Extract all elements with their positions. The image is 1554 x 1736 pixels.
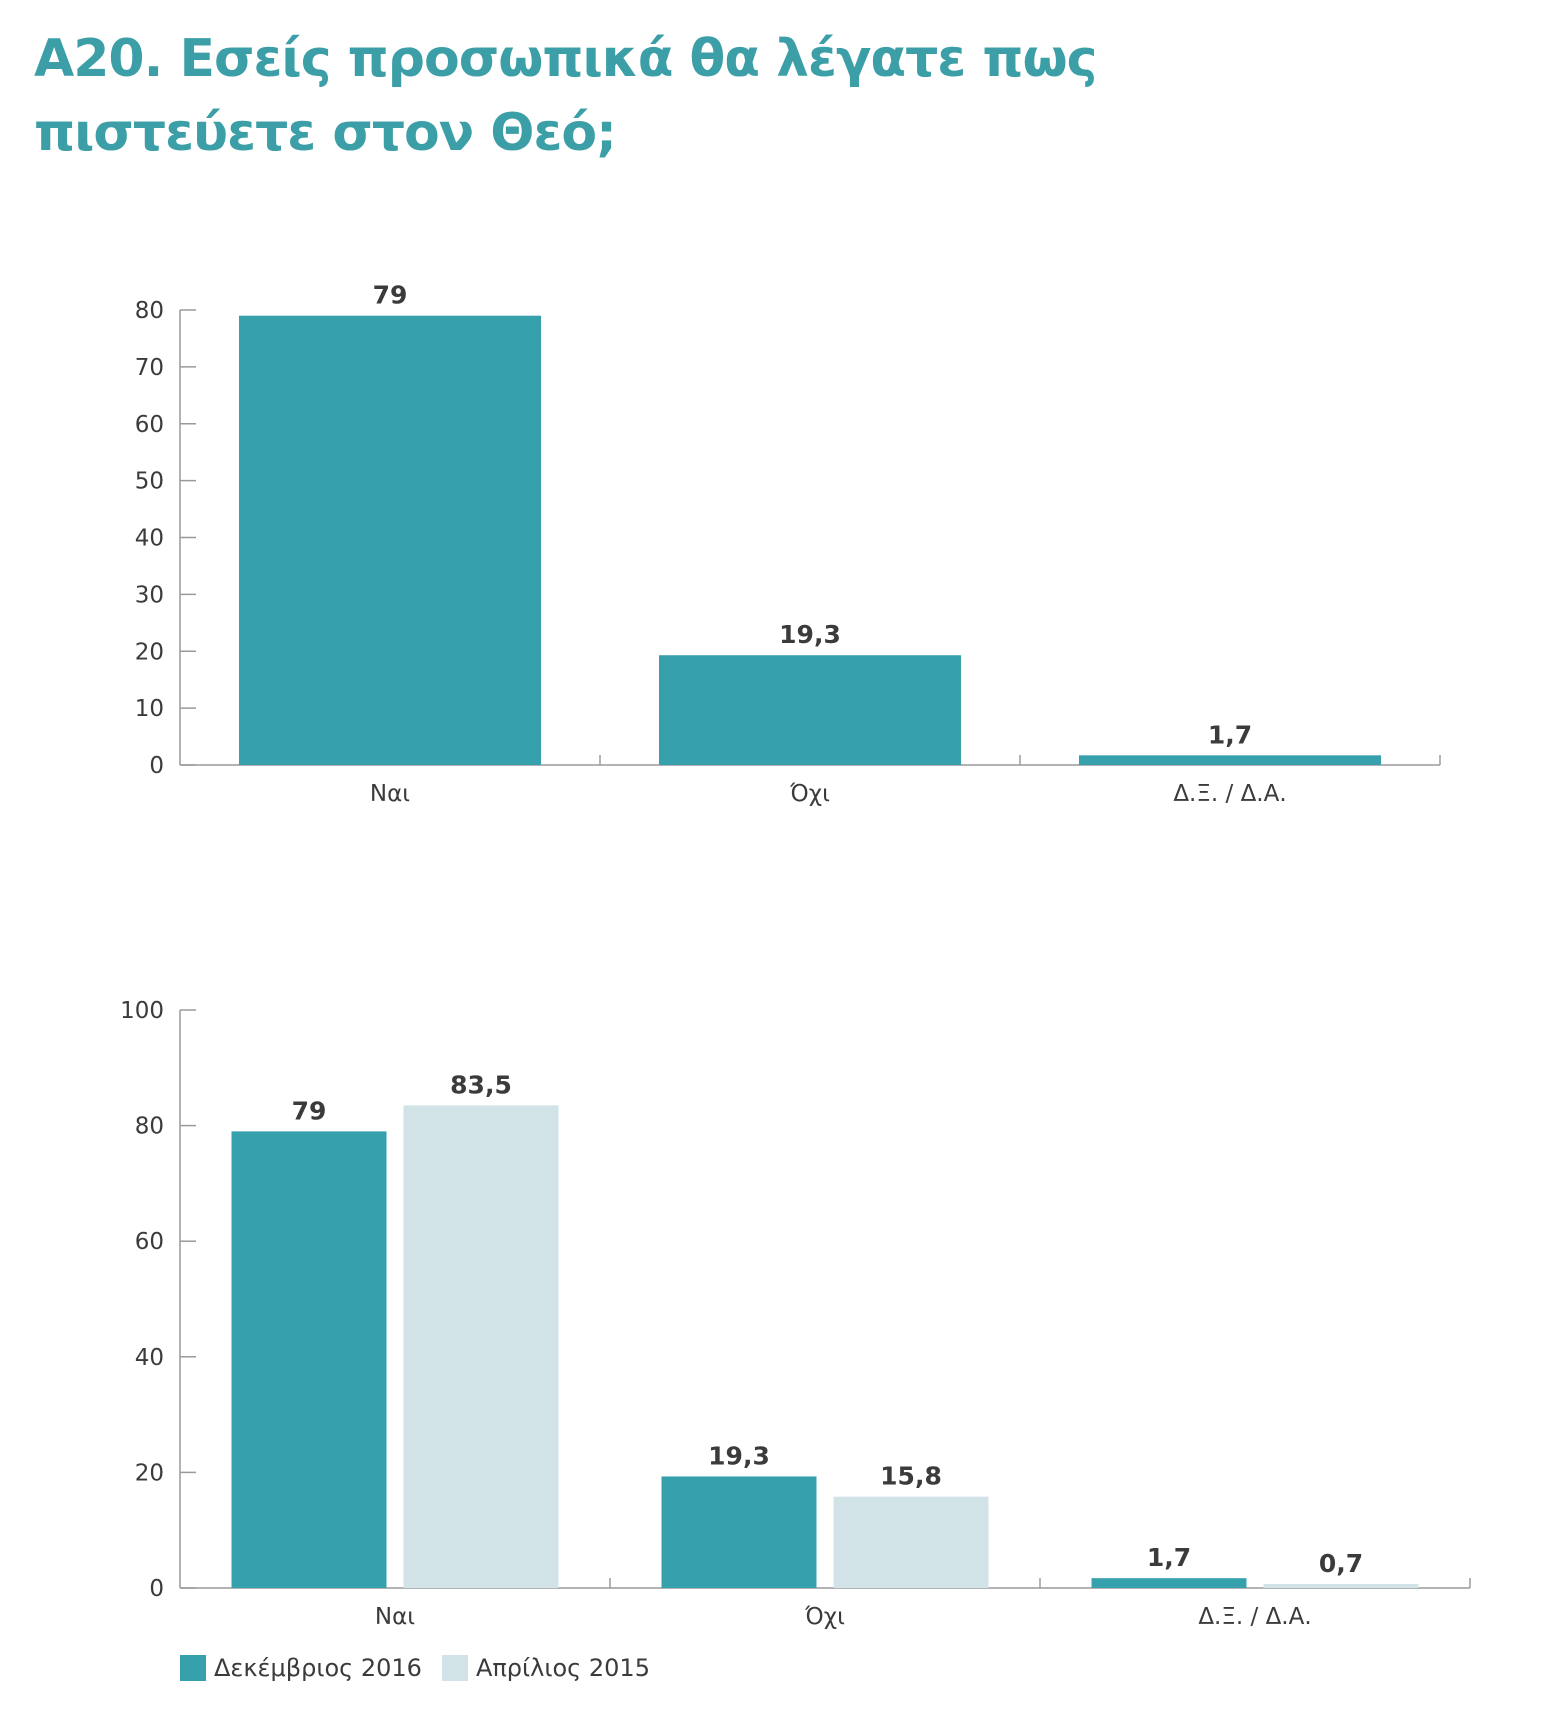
x-category-label: Όχι — [804, 1604, 845, 1630]
bar — [1079, 755, 1381, 765]
bar — [1091, 1578, 1247, 1588]
bar — [239, 315, 541, 765]
legend-swatch-dec-2016 — [180, 1655, 206, 1681]
y-tick-label: 0 — [149, 1576, 164, 1602]
legend-label-dec-2016: Δεκέμβριος 2016 — [214, 1654, 422, 1682]
y-tick-label: 20 — [135, 639, 164, 665]
x-category-label: Δ.Ξ. / Δ.Α. — [1173, 781, 1286, 807]
y-tick-label: 0 — [149, 753, 164, 779]
y-tick-label: 50 — [135, 469, 164, 495]
bar — [659, 655, 961, 765]
y-tick-label: 40 — [135, 526, 164, 552]
y-tick-label: 40 — [135, 1345, 164, 1371]
data-label: 15,8 — [880, 1462, 942, 1491]
page-title-line-2: πιστεύετε στον Θεό; — [34, 103, 617, 163]
chart-legend: Δεκέμβριος 2016 Απρίλιος 2015 — [180, 1654, 650, 1682]
data-label: 79 — [292, 1096, 327, 1125]
x-category-label: Ναι — [370, 781, 410, 807]
bar — [403, 1105, 559, 1588]
legend-item-apr-2015: Απρίλιος 2015 — [441, 1654, 650, 1682]
data-label: 1,7 — [1208, 720, 1252, 749]
y-tick-label: 10 — [135, 696, 164, 722]
legend-item-dec-2016: Δεκέμβριος 2016 — [180, 1654, 422, 1682]
bar — [231, 1131, 387, 1588]
data-label: 79 — [373, 281, 408, 310]
page-title: Α20. Εσείς προσωπικά θα λέγατε πως πιστε… — [34, 22, 1434, 170]
y-tick-label: 80 — [135, 298, 164, 324]
x-category-label: Ναι — [375, 1604, 415, 1630]
x-category-label: Όχι — [789, 781, 830, 807]
y-tick-label: 60 — [135, 412, 164, 438]
y-tick-label: 20 — [135, 1460, 164, 1486]
bar — [1263, 1583, 1419, 1588]
legend-swatch-apr-2015 — [441, 1655, 468, 1681]
bar — [833, 1496, 989, 1588]
chart-single-series: 0 10 20 30 40 50 60 70 80 79 Ναι 19,3 Όχι 1,7 Δ.Ξ. / Δ… — [135, 281, 1441, 807]
legend-label-apr-2015: Απρίλιος 2015 — [475, 1654, 650, 1682]
data-label: 0,7 — [1319, 1549, 1363, 1578]
page-title-line-1: Α20. Εσείς προσωπικά θα λέγατε πως — [34, 29, 1098, 89]
data-label: 83,5 — [450, 1070, 512, 1099]
y-tick-label: 100 — [120, 998, 164, 1024]
y-tick-label: 70 — [135, 355, 164, 381]
data-label: 1,7 — [1147, 1543, 1191, 1572]
y-tick-label: 60 — [135, 1229, 164, 1255]
data-label: 19,3 — [708, 1441, 770, 1470]
chart-comparison: 0 20 40 60 80 100 79 83,5 Ναι 19,3 15,8 Όχι 1,7 0,7 Δ.… — [120, 998, 1471, 1630]
x-category-label: Δ.Ξ. / Δ.Α. — [1198, 1604, 1311, 1630]
y-tick-label: 30 — [135, 582, 164, 608]
y-tick-label: 80 — [135, 1114, 164, 1140]
bar — [661, 1476, 817, 1588]
data-label: 19,3 — [779, 620, 841, 649]
